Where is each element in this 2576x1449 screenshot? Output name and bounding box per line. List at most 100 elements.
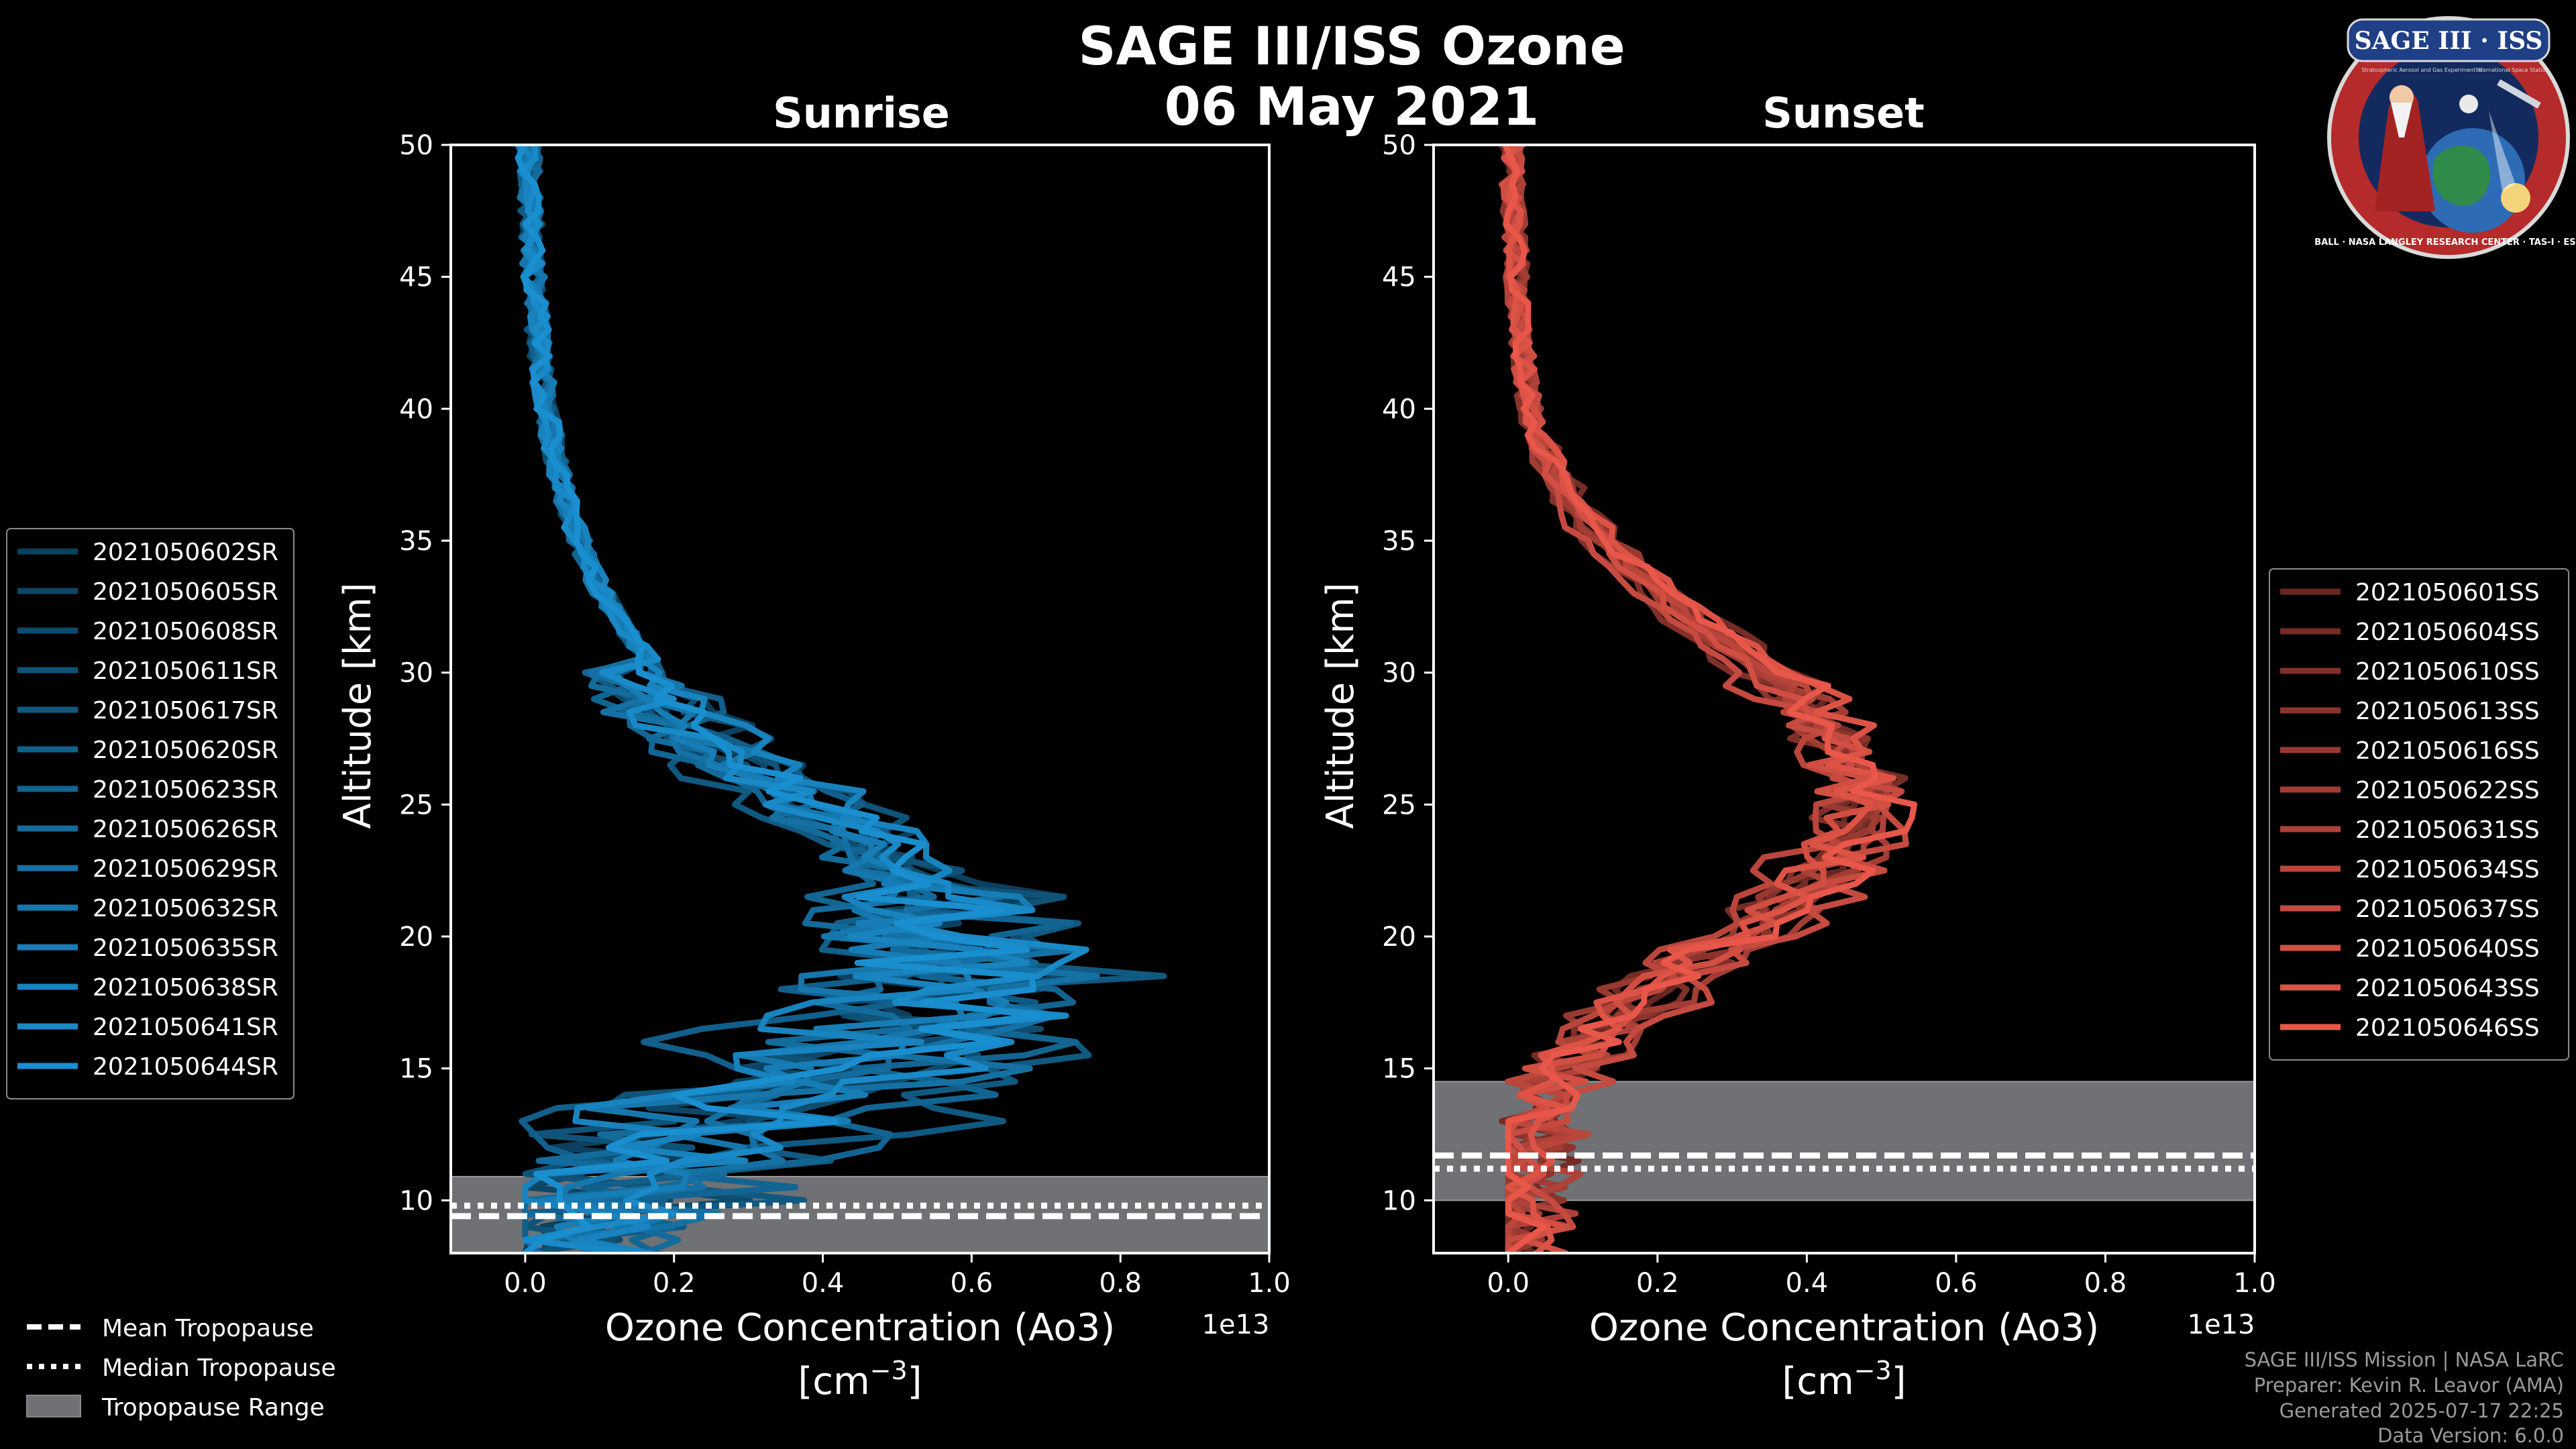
- sunset-y-tick-label: 35: [1382, 526, 1416, 557]
- sunrise-x-axis-label: Ozone Concentration (Ao3): [605, 1306, 1115, 1350]
- logo-sun-icon: [2501, 183, 2530, 213]
- logo-moon-icon: [2459, 95, 2478, 113]
- tropopause-legend: Mean Tropopause Median Tropopause Tropop…: [26, 1315, 336, 1421]
- sunset-x-axis-unit: [cm−3]: [1782, 1356, 1906, 1403]
- sunset-profile-line: [1502, 145, 1918, 1253]
- sunset-legend-entry: 2021050622SS: [2355, 777, 2540, 804]
- logo-title-bar: [2347, 18, 2551, 62]
- sunrise-panel-title: Sunrise: [773, 89, 950, 138]
- sunset-y-tick-label: 25: [1382, 790, 1416, 820]
- sunset-legend-box: [2269, 568, 2569, 1061]
- sunset-x-tick-label: 0.8: [2084, 1268, 2127, 1299]
- tropopause-range-label: Tropopause Range: [101, 1394, 325, 1421]
- sunset-x-tick-label: 0.4: [1786, 1268, 1829, 1299]
- sunrise-legend-entry: 2021050620SR: [93, 737, 278, 764]
- sunrise-y-tick-label: 30: [399, 658, 433, 689]
- sunrise-y-tick-label: 15: [399, 1054, 433, 1085]
- sunrise-legend-entry: 2021050602SR: [93, 539, 278, 566]
- sunrise-x-tick-label: 0.0: [504, 1268, 547, 1299]
- sunset-legend-entry: 2021050631SS: [2355, 816, 2540, 844]
- sunrise-legend-entry: 2021050617SR: [93, 697, 278, 724]
- figure-date: 06 May 2021: [1165, 77, 1540, 138]
- sunrise-x-tick-label: 0.6: [951, 1268, 994, 1299]
- sunset-y-tick-label: 50: [1382, 130, 1416, 161]
- sunrise-y-tick-label: 35: [399, 526, 433, 557]
- sunset-y-tick-label: 15: [1382, 1054, 1416, 1085]
- sunrise-legend-entry: 2021050605SR: [93, 578, 278, 606]
- figure-title: SAGE III/ISS Ozone: [1078, 17, 1625, 77]
- logo-light-beam-icon: [2489, 111, 2516, 191]
- sunset-x-tick-label: 0.0: [1487, 1268, 1529, 1299]
- tropopause-range-swatch: [26, 1395, 81, 1417]
- sunrise-x-tick-label: 0.8: [1099, 1268, 1142, 1299]
- sunset-legend-entry: 2021050604SS: [2355, 619, 2540, 646]
- sunset-y-tick-label: 10: [1382, 1185, 1416, 1216]
- sunset-legend-entry: 2021050610SS: [2355, 658, 2540, 686]
- logo-wizard-beard-icon: [2391, 103, 2412, 138]
- logo-subtitle-right: International Space Station: [2476, 67, 2549, 73]
- sunrise-legend-entry: 2021050641SR: [93, 1014, 278, 1041]
- sunset-x-tick-label: 0.2: [1636, 1268, 1679, 1299]
- logo-ring-text: BALL · NASA LANGLEY RESEARCH CENTER · TA…: [2314, 237, 2576, 248]
- sunrise-legend-entry: 2021050608SR: [93, 618, 278, 645]
- sunset-y-tick-label: 30: [1382, 658, 1416, 689]
- logo-continent-icon: [2432, 145, 2490, 206]
- sunrise-y-tick-label: 45: [399, 262, 433, 293]
- sunset-plot-frame: [1432, 144, 2256, 1254]
- sunrise-x-multiplier: 1e13: [1202, 1309, 1270, 1340]
- sunrise-legend-entry: 2021050611SR: [93, 657, 278, 685]
- sunrise-plot-frame: [449, 144, 1271, 1254]
- logo-wizard-figure-icon: [2375, 91, 2435, 212]
- sunset-y-axis-label: Altitude [km]: [1319, 582, 1362, 828]
- sage-mission-logo: SAGE III · ISS Stratospheric Aerosol and…: [2314, 16, 2576, 259]
- sunset-panel-title: Sunset: [1762, 89, 1925, 138]
- mean-tropopause-label: Mean Tropopause: [102, 1315, 314, 1342]
- median-tropopause-label: Median Tropopause: [102, 1354, 336, 1382]
- sunset-legend-entry: 2021050601SS: [2355, 579, 2540, 606]
- logo-space-station-icon: [2497, 79, 2541, 109]
- sunrise-legend-entry: 2021050632SR: [93, 895, 278, 922]
- sunset-x-tick-label: 1.0: [2233, 1268, 2276, 1299]
- footer-preparer: Preparer: Kevin R. Leavor (AMA): [2254, 1374, 2564, 1397]
- sunrise-y-axis-label: Altitude [km]: [336, 582, 380, 828]
- sunset-x-axis-label: Ozone Concentration (Ao3): [1589, 1306, 2099, 1350]
- sunset-legend-entry: 2021050643SS: [2355, 975, 2540, 1002]
- sunset-y-tick-label: 40: [1382, 394, 1416, 425]
- sunrise-y-tick-label: 50: [399, 130, 433, 161]
- sunrise-x-tick-label: 0.4: [802, 1268, 845, 1299]
- sunrise-y-tick-label: 10: [399, 1185, 433, 1216]
- footer-generated: Generated 2025-07-17 22:25: [2279, 1399, 2564, 1422]
- sunset-x-tick-label: 0.6: [1935, 1268, 1978, 1299]
- sunrise-legend-entry: 2021050623SR: [93, 776, 278, 804]
- sunrise-legend-entry: 2021050644SR: [93, 1053, 278, 1081]
- sunrise-legend-box: [6, 528, 294, 1099]
- sunrise-legend-entry: 2021050635SR: [93, 934, 278, 962]
- sunset-legend-entry: 2021050640SS: [2355, 935, 2540, 963]
- sunrise-x-tick-label: 1.0: [1248, 1268, 1291, 1299]
- logo-title: SAGE III · ISS: [2355, 27, 2543, 55]
- sunrise-legend-entry: 2021050629SR: [93, 855, 278, 883]
- sunset-x-multiplier: 1e13: [2188, 1309, 2255, 1340]
- sunset-legend-entry: 2021050616SS: [2355, 737, 2540, 765]
- sunrise-y-tick-label: 20: [399, 922, 433, 953]
- sunset-y-tick-label: 20: [1382, 922, 1416, 953]
- sunrise-x-axis-unit: [cm−3]: [798, 1356, 922, 1403]
- sunset-y-tick-label: 45: [1382, 262, 1416, 293]
- sunset-legend-entry: 2021050646SS: [2355, 1014, 2540, 1042]
- sunrise-y-tick-label: 25: [399, 790, 433, 820]
- sunrise-profile-line: [519, 145, 1089, 1253]
- sunrise-legend-entry: 2021050638SR: [93, 974, 278, 1002]
- sunrise-y-tick-label: 40: [399, 394, 433, 425]
- sunset-legend-entry: 2021050637SS: [2355, 896, 2540, 923]
- footer-credits: SAGE III/ISS Mission | NASA LaRC Prepare…: [2245, 1348, 2564, 1447]
- sunrise-chart: 0.0 0.2 0.4 0.6 0.8 1.0 10 15 20 25 30 35 40 45 50 1e13…: [336, 130, 1291, 1403]
- sunset-legend-entry: 2021050634SS: [2355, 856, 2540, 883]
- sunrise-legend-entry: 2021050626SR: [93, 816, 278, 843]
- sunset-legend-entry: 2021050613SS: [2355, 698, 2540, 725]
- sunset-chart: 0.0 0.2 0.4 0.6 0.8 1.0 10 15 20 25 30 35 40 45 50 1e13…: [1319, 130, 2276, 1403]
- sunrise-x-tick-label: 0.2: [653, 1268, 696, 1299]
- footer-version: Data Version: 6.0.0: [2377, 1424, 2564, 1447]
- footer-mission: SAGE III/ISS Mission | NASA LaRC: [2245, 1348, 2564, 1371]
- logo-subtitle-left: Stratospheric Aerosol and Gas Experiment…: [2361, 67, 2481, 73]
